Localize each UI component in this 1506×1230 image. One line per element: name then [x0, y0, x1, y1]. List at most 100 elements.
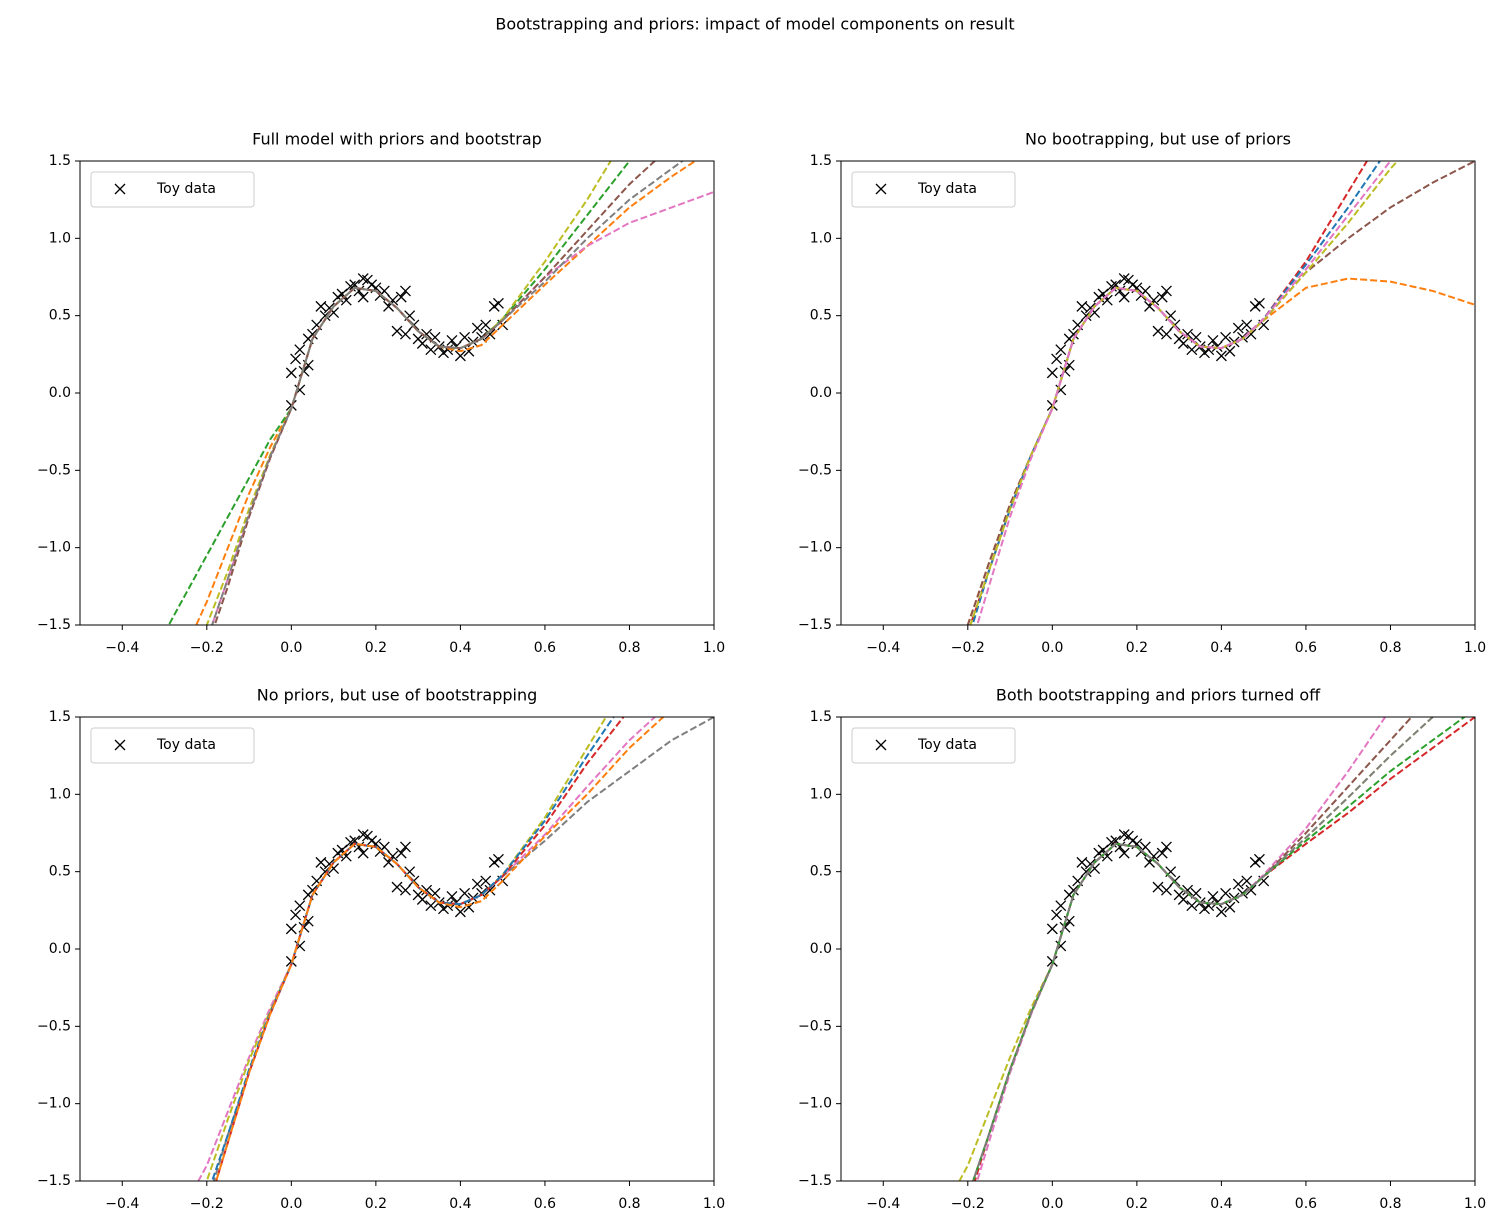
legend: Toy data	[851, 727, 1016, 764]
data-point	[1160, 285, 1172, 297]
y-tick-label: 1.0	[810, 786, 832, 802]
subplot: Full model with priors and bootstrap −0.4…	[37, 130, 725, 657]
fit-line	[976, 161, 1392, 625]
plot-area	[966, 161, 1475, 625]
y-tick-label: −0.5	[37, 462, 71, 478]
data-point	[1215, 350, 1227, 362]
y-tick-label: −1.0	[798, 540, 832, 556]
data-point	[399, 328, 411, 340]
data-point	[1232, 878, 1244, 890]
data-point	[1152, 881, 1164, 893]
x-tick-label: 0.4	[449, 640, 471, 656]
data-point	[285, 367, 297, 379]
x-tick-label: 1.0	[703, 1196, 725, 1212]
data-point	[1241, 875, 1253, 887]
y-tick-label: 0.0	[810, 941, 832, 957]
data-point	[484, 884, 496, 896]
y-tick-label: −1.5	[37, 617, 71, 633]
legend-marker	[875, 739, 887, 751]
data-point	[357, 291, 369, 303]
y-tick-label: 0.5	[49, 308, 71, 324]
data-point	[1089, 863, 1101, 875]
data-point	[480, 875, 492, 887]
data-point	[454, 350, 466, 362]
data-point	[307, 328, 318, 340]
y-tick-label: −1.0	[37, 540, 71, 556]
data-point	[1051, 353, 1063, 365]
data-point	[459, 331, 471, 343]
data-point	[1156, 291, 1168, 303]
data-point	[1089, 307, 1101, 319]
data-point	[395, 847, 407, 859]
data-point	[1253, 297, 1265, 309]
data-point	[471, 322, 483, 334]
fit-line	[966, 277, 1475, 625]
y-tick-label: 0.0	[49, 941, 71, 957]
plot-area	[197, 717, 714, 1181]
data-point	[1220, 331, 1232, 343]
y-tick-label: −1.0	[37, 1096, 71, 1112]
data-point	[1051, 909, 1063, 921]
x-tick-label: 0.4	[1210, 1196, 1232, 1212]
data-point	[357, 847, 369, 859]
data-point	[1211, 897, 1223, 909]
x-tick-label: 0.2	[1126, 1196, 1148, 1212]
y-tick-label: 1.5	[49, 709, 71, 725]
fit-line	[969, 161, 1399, 625]
data-point	[1156, 847, 1168, 859]
data-point	[307, 884, 318, 896]
data-point	[425, 344, 437, 356]
data-point	[1148, 850, 1160, 862]
data-point	[1046, 923, 1058, 935]
x-tick-label: −0.2	[190, 1196, 224, 1212]
x-tick-label: 1.0	[1464, 1196, 1486, 1212]
data-point	[459, 887, 471, 899]
data-point	[1253, 853, 1265, 865]
data-point	[492, 853, 504, 865]
x-tick-label: 0.0	[1041, 1196, 1063, 1212]
y-tick-label: 0.5	[49, 864, 71, 880]
x-tick-label: 0.0	[1041, 640, 1063, 656]
data-point	[450, 897, 462, 909]
data-point	[1101, 294, 1113, 306]
x-tick-label: 0.4	[1210, 640, 1232, 656]
y-tick-label: −0.5	[798, 1018, 832, 1034]
y-tick-label: 0.5	[810, 308, 832, 324]
legend-box	[90, 727, 255, 764]
x-tick-label: 0.6	[1295, 1196, 1317, 1212]
x-tick-label: −0.2	[951, 640, 985, 656]
fit-line	[215, 717, 665, 1181]
data-point	[1232, 322, 1244, 334]
y-tick-label: 0.0	[49, 385, 71, 401]
data-point	[1241, 319, 1253, 331]
data-point	[1211, 341, 1223, 353]
data-point	[480, 319, 492, 331]
y-tick-label: 1.0	[49, 786, 71, 802]
data-point	[1186, 900, 1198, 912]
data-point	[1220, 887, 1232, 899]
fit-line	[213, 161, 657, 625]
data-point	[391, 325, 403, 337]
subplot-title: No bootrapping, but use of priors	[1025, 130, 1291, 149]
x-tick-label: 0.0	[280, 640, 302, 656]
data-point	[387, 850, 399, 862]
data-point	[1101, 850, 1113, 862]
fit-line	[205, 161, 612, 625]
y-tick-label: −0.5	[798, 462, 832, 478]
data-point	[285, 923, 297, 935]
data-point	[1245, 328, 1257, 340]
data-point	[1152, 325, 1164, 337]
plot-area	[167, 161, 714, 625]
y-tick-label: 1.5	[49, 153, 71, 169]
data-point	[399, 285, 411, 297]
subplot-title: Both bootstrapping and priors turned off	[996, 686, 1321, 705]
axes-frame	[840, 160, 1476, 626]
subplot-title: Full model with priors and bootstrap	[252, 130, 542, 149]
data-point	[1177, 338, 1189, 349]
subplot: No bootrapping, but use of priors −0.4 −0.…	[798, 130, 1486, 657]
subplot: Both bootstrapping and priors turned off…	[798, 686, 1486, 1213]
y-tick-label: 1.0	[810, 230, 832, 246]
data-point	[391, 881, 403, 893]
data-point	[1068, 328, 1079, 340]
